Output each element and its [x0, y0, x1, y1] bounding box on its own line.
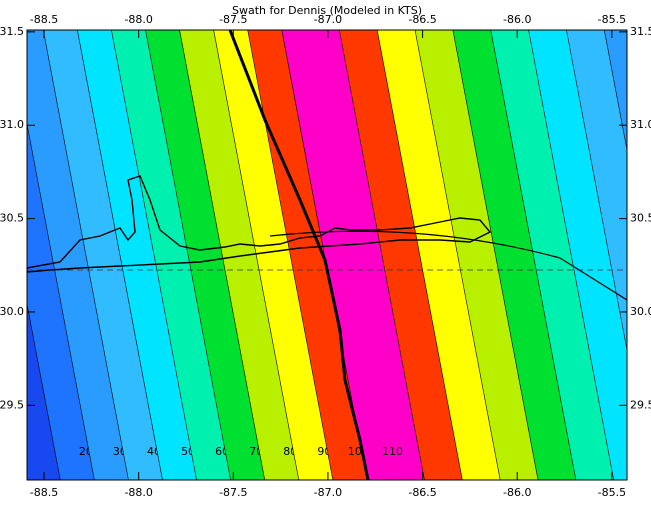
x-tick-label: -88.0 — [124, 13, 152, 26]
overlay — [27, 30, 627, 480]
x-tick-label: -87.5 — [219, 486, 247, 499]
x-tick-label: -87.0 — [314, 13, 342, 26]
y-tick-label: 31.0 — [0, 118, 24, 131]
storm-track — [228, 30, 370, 480]
x-tick-label: -86.5 — [408, 486, 436, 499]
coastline — [269, 230, 627, 301]
x-tick-label: -86.5 — [408, 13, 436, 26]
y-tick-label: 30.0 — [630, 305, 651, 318]
x-tick-label: -88.0 — [124, 486, 152, 499]
y-tick-label: 30.5 — [0, 212, 24, 225]
x-tick-label: -87.5 — [219, 13, 247, 26]
x-tick-label: -87.0 — [314, 486, 342, 499]
plot-frame — [26, 29, 628, 481]
y-tick-label: 31.5 — [0, 25, 24, 38]
contour-bands: 20 30 40 50 60 70 80 90 100 110 — [27, 30, 627, 480]
x-tick-label: -86.0 — [503, 13, 531, 26]
contour-label: 110 — [382, 445, 403, 458]
chart-title: Swath for Dennis (Modeled in KTS) — [232, 4, 422, 17]
x-tick-label: -88.5 — [30, 13, 58, 26]
x-tick-label: -85.5 — [598, 486, 626, 499]
y-tick-label: 31.0 — [630, 118, 651, 131]
x-tick-label: -85.5 — [598, 13, 626, 26]
y-tick-label: 30.0 — [0, 305, 24, 318]
y-tick-label: 29.5 — [0, 398, 24, 411]
y-tick-label: 29.5 — [630, 398, 651, 411]
y-tick-label: 30.5 — [630, 212, 651, 225]
x-tick-label: -86.0 — [503, 486, 531, 499]
y-tick-label: 31.5 — [630, 25, 651, 38]
coastline — [27, 175, 492, 273]
x-tick-label: -88.5 — [30, 486, 58, 499]
